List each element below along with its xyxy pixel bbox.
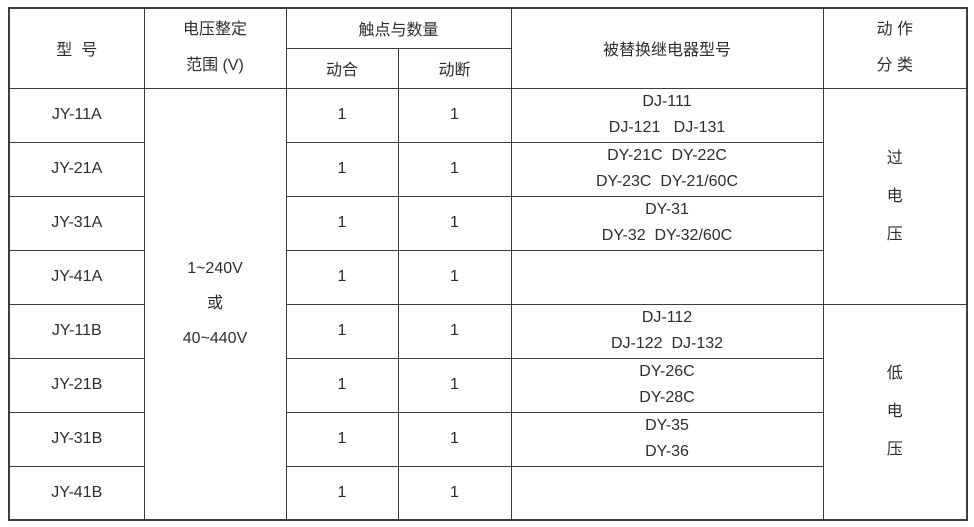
cell-replaced-models: DY-35 DY-36 [510,411,824,467]
cell-model: JY-41B [8,465,145,521]
action-class-char: 压 [886,225,903,243]
cell-contacts-nc: 1 [397,195,512,251]
cell-replaced-models: DY-26C DY-28C [510,357,824,413]
action-class-char: 低 [886,365,903,383]
header-row-2: 动合 动断 [9,47,967,89]
voltage-range-line3: 40~440V [182,329,248,347]
cell-contacts-nc: 1 [397,357,512,413]
header-action-line2: 分 类 [876,57,913,75]
cell-action-class-overvoltage: 过 电 压 [822,87,968,305]
header-model: 型 号 [8,7,145,89]
header-voltage-line2: 范围 (V) [186,57,244,75]
cell-contacts-nc: 1 [397,303,512,359]
replaced-line1: DY-35 [645,417,689,434]
header-contacts-nc-label: 动断 [438,62,471,79]
header-contacts-nc: 动断 [397,47,512,89]
cell-model: JY-41A [8,249,145,305]
cell-contacts-nc: 1 [397,411,512,467]
cell-model: JY-31A [8,195,145,251]
table-row: JY-31A 1 1 DY-31 DY-32 DY-32/60C [8,195,967,251]
cell-contacts-no: 1 [285,195,399,251]
cell-contacts-nc: 1 [397,249,512,305]
cell-replaced-models: DJ-112 DJ-122 DJ-132 [510,303,824,359]
action-class-char: 电 [886,403,903,421]
cell-contacts-no: 1 [285,141,399,197]
voltage-range-line1: 1~240V [187,259,243,277]
cell-contacts-no: 1 [285,303,399,359]
header-action-class: 动 作 分 类 [822,7,968,89]
table-row: JY-41B 1 1 [8,465,967,521]
cell-action-class-undervoltage: 低 电 压 [822,303,968,521]
cell-replaced-models [510,465,824,521]
cell-replaced-models: DY-31 DY-32 DY-32/60C [510,195,824,251]
cell-contacts-no: 1 [285,411,399,467]
cell-replaced-models: DJ-111 DJ-121 DJ-131 [510,87,824,143]
replaced-line2: DY-36 [645,443,689,460]
header-voltage-range: 电压整定 范围 (V) [143,7,287,89]
table-row: JY-21A 1 1 DY-21C DY-22C DY-23C DY-21/60… [8,141,967,197]
cell-contacts-nc: 1 [397,141,512,197]
cell-contacts-no: 1 [285,249,399,305]
table-row: JY-21B 1 1 DY-26C DY-28C [8,357,967,413]
cell-model: JY-11A [8,87,145,143]
voltage-range-line2: 或 [206,294,223,312]
replaced-line2: DY-28C [639,389,695,406]
cell-voltage-range: 1~240V 或 40~440V [143,87,287,521]
replaced-line1: DJ-111 [642,93,692,110]
cell-model: JY-21B [8,357,145,413]
cell-contacts-no: 1 [285,357,399,413]
replaced-line2: DY-23C DY-21/60C [596,173,739,190]
header-row-1: 型 号 电压整定 范围 (V) 触点与数量 被替换继电器型号 动 作 分 类 [8,7,968,89]
table-row: JY-11A 1~240V 或 40~440V 1 1 DJ-111 DJ-12… [8,87,968,521]
cell-contacts-no: 1 [285,465,399,521]
action-class-char: 电 [886,187,903,205]
cell-model: JY-11B [8,303,145,359]
header-model-label: 型 号 [56,42,98,60]
cell-contacts-no: 1 [285,87,399,143]
header-contacts-group-label: 触点与数量 [358,22,439,40]
replaced-line1: DY-26C [639,363,695,380]
cell-model: JY-31B [8,411,145,467]
replaced-line2: DJ-122 DJ-132 [610,335,724,352]
header-contacts-no: 动合 [285,47,399,89]
cell-replaced-models: DY-21C DY-22C DY-23C DY-21/60C [510,141,824,197]
cell-contacts-nc: 1 [397,87,512,143]
cell-replaced-models [510,249,824,305]
replaced-line1: DY-31 [645,201,689,218]
header-replaced-models-label: 被替换继电器型号 [603,42,732,60]
action-class-char: 压 [886,441,903,459]
replaced-line1: DY-21C DY-22C [607,147,727,164]
cell-contacts-nc: 1 [397,465,512,521]
action-class-char: 过 [886,149,903,167]
cell-model: JY-21A [8,141,145,197]
table-row: JY-31B 1 1 DY-35 DY-36 [8,411,967,467]
header-voltage-line1: 电压整定 [182,21,247,39]
header-contacts-no-label: 动合 [325,62,358,79]
replaced-line2: DY-32 DY-32/60C [601,227,733,244]
replaced-line1: DJ-112 [641,309,693,326]
header-contacts-group: 触点与数量 [285,7,512,49]
header-action-line1: 动 作 [876,21,913,39]
replaced-line2: DJ-121 DJ-131 [608,119,726,136]
relay-replacement-table: 型 号 电压整定 范围 (V) 触点与数量 被替换继电器型号 动 作 分 类 [8,7,969,521]
header-replaced-models: 被替换继电器型号 [510,7,824,89]
